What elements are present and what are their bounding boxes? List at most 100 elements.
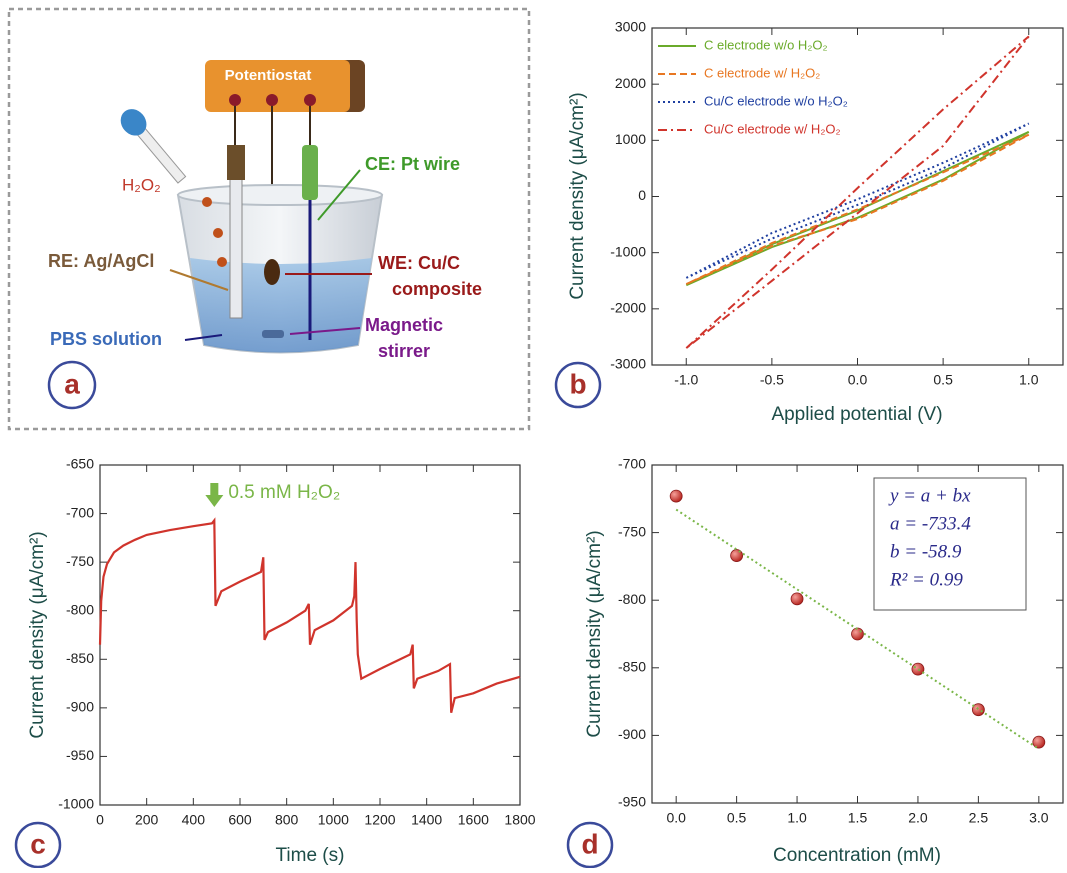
counter-cap <box>302 145 318 200</box>
pbs-arrow <box>184 334 223 341</box>
y-tick-label: 3000 <box>615 19 646 35</box>
y-axis-title: Current density (μA/cm²) <box>567 92 588 299</box>
x-tick-label: 800 <box>275 812 299 828</box>
data-point <box>851 627 864 641</box>
y-tick-label: -1000 <box>58 796 94 812</box>
annotation-box <box>873 477 1027 611</box>
x-tick-label: -0.5 <box>760 372 784 388</box>
x-axis-title: Time (s) <box>276 845 345 866</box>
panel-label: b <box>569 368 586 399</box>
panel-label: d <box>581 828 598 859</box>
series-line <box>685 133 1030 286</box>
re-arrow <box>169 269 229 291</box>
x-tick-label: 1400 <box>411 812 442 828</box>
annotation: y = a + bx <box>888 485 971 506</box>
x-tick-label: 0.5 <box>933 372 953 388</box>
diagram: Potentiostat H₂O₂ CE: Pt wire RE: Ag/AgC… <box>7 7 531 431</box>
plot-frame <box>651 27 1064 366</box>
x-tick-label: 2.5 <box>969 810 989 826</box>
y-tick-label: -750 <box>66 553 94 569</box>
y-tick-label: -850 <box>66 650 94 666</box>
data-point <box>1032 735 1046 749</box>
x-tick-label: 1.0 <box>787 810 807 826</box>
x-tick-label: 600 <box>228 812 252 828</box>
dropper <box>120 109 187 184</box>
y-tick-label: 0 <box>638 187 646 203</box>
y-tick-label: -900 <box>66 699 94 715</box>
panel-circle <box>554 361 602 409</box>
legend-label: C electrode w/o H₂O₂ <box>704 37 828 52</box>
x-tick-label: 0.5 <box>727 810 747 826</box>
series-line <box>685 122 1030 279</box>
legend-label: C electrode w/ H₂O₂ <box>704 65 820 80</box>
y-tick-label: -2000 <box>610 300 646 316</box>
panel-circle <box>47 360 97 410</box>
y-axis-title: Current density (μA/cm²) <box>27 531 48 738</box>
y-tick-label: -950 <box>618 794 646 810</box>
y-tick-label: -950 <box>66 747 94 763</box>
data-point <box>971 703 985 717</box>
y-tick-label: -650 <box>66 456 94 472</box>
y-tick-label: -800 <box>618 591 646 607</box>
chart: -1.0 -0.5 0.0 0.5 1.0 -3000 -2000 -1000 0 1000 200… <box>554 19 1064 425</box>
annotation: b = -58.9 <box>890 541 962 562</box>
annotation-arrow <box>205 483 224 507</box>
we-label: WE: Cu/C <box>378 253 460 273</box>
re-label: RE: Ag/AgCl <box>48 251 154 271</box>
stirrer-arrow <box>289 327 361 335</box>
data-point <box>669 489 683 503</box>
x-tick-label: 1.0 <box>1019 372 1039 388</box>
ce-arrow <box>317 169 361 221</box>
y-tick-label: -900 <box>618 726 646 742</box>
panel-circle <box>566 821 614 869</box>
x-tick-label: 0.0 <box>848 372 868 388</box>
series-line <box>98 517 521 713</box>
y-axis-title: Current density (μA/cm²) <box>584 530 605 737</box>
panel-border <box>7 7 531 431</box>
potentiostat-label: Potentiostat <box>225 67 312 84</box>
chart: 0.0 0.5 1.0 1.5 2.0 2.5 3.0 -950 -900 -850 -800 -75… <box>566 456 1064 869</box>
y-tick-label: -850 <box>618 659 646 675</box>
beaker-rim <box>177 184 383 206</box>
x-tick-label: 1000 <box>318 812 349 828</box>
annotation: R² = 0.99 <box>889 569 963 590</box>
terminals <box>229 94 316 106</box>
y-tick-label: -1000 <box>610 243 646 259</box>
reference-cap <box>227 145 245 180</box>
y-tick-label: -700 <box>66 504 94 520</box>
we-label: composite <box>392 279 482 299</box>
h2o2-label: H₂O₂ <box>122 175 161 194</box>
x-axis-title: Concentration (mM) <box>773 845 941 866</box>
x-tick-label: 1.5 <box>848 810 868 826</box>
y-tick-label: -800 <box>66 601 94 617</box>
x-axis-title: Applied potential (V) <box>771 404 942 425</box>
stirrer-bar <box>262 330 284 338</box>
reference-electrode <box>229 177 243 319</box>
y-tick-label: -700 <box>618 456 646 472</box>
x-tick-label: 400 <box>182 812 206 828</box>
working-electrode <box>264 259 280 285</box>
x-tick-label: 3.0 <box>1029 810 1049 826</box>
x-tick-label: -1.0 <box>674 372 698 388</box>
stirrer-label: stirrer <box>378 341 430 361</box>
ce-label: CE: Pt wire <box>365 154 460 174</box>
x-tick-label: 0.0 <box>666 810 686 826</box>
legend-label: Cu/C electrode w/ H₂O₂ <box>704 121 841 136</box>
data-point <box>790 592 804 606</box>
data-point <box>911 662 925 676</box>
chart: 0 200 400 600 800 1000 1200 1400 1600 1800 -1000 -9… <box>14 456 536 869</box>
plot-frame <box>651 464 1064 804</box>
legend-label: Cu/C electrode w/o H₂O₂ <box>704 93 848 108</box>
x-tick-label: 1600 <box>458 812 489 828</box>
series-line <box>685 35 1030 349</box>
x-tick-label: 200 <box>135 812 159 828</box>
panel-circle <box>14 821 62 869</box>
y-tick-label: -3000 <box>610 356 646 372</box>
panel-label: c <box>30 828 46 859</box>
annotation: 0.5 mM H₂O₂ <box>228 482 340 503</box>
stirrer-label: Magnetic <box>365 315 443 335</box>
x-tick-label: 1800 <box>504 812 535 828</box>
pbs-label: PBS solution <box>50 329 162 349</box>
